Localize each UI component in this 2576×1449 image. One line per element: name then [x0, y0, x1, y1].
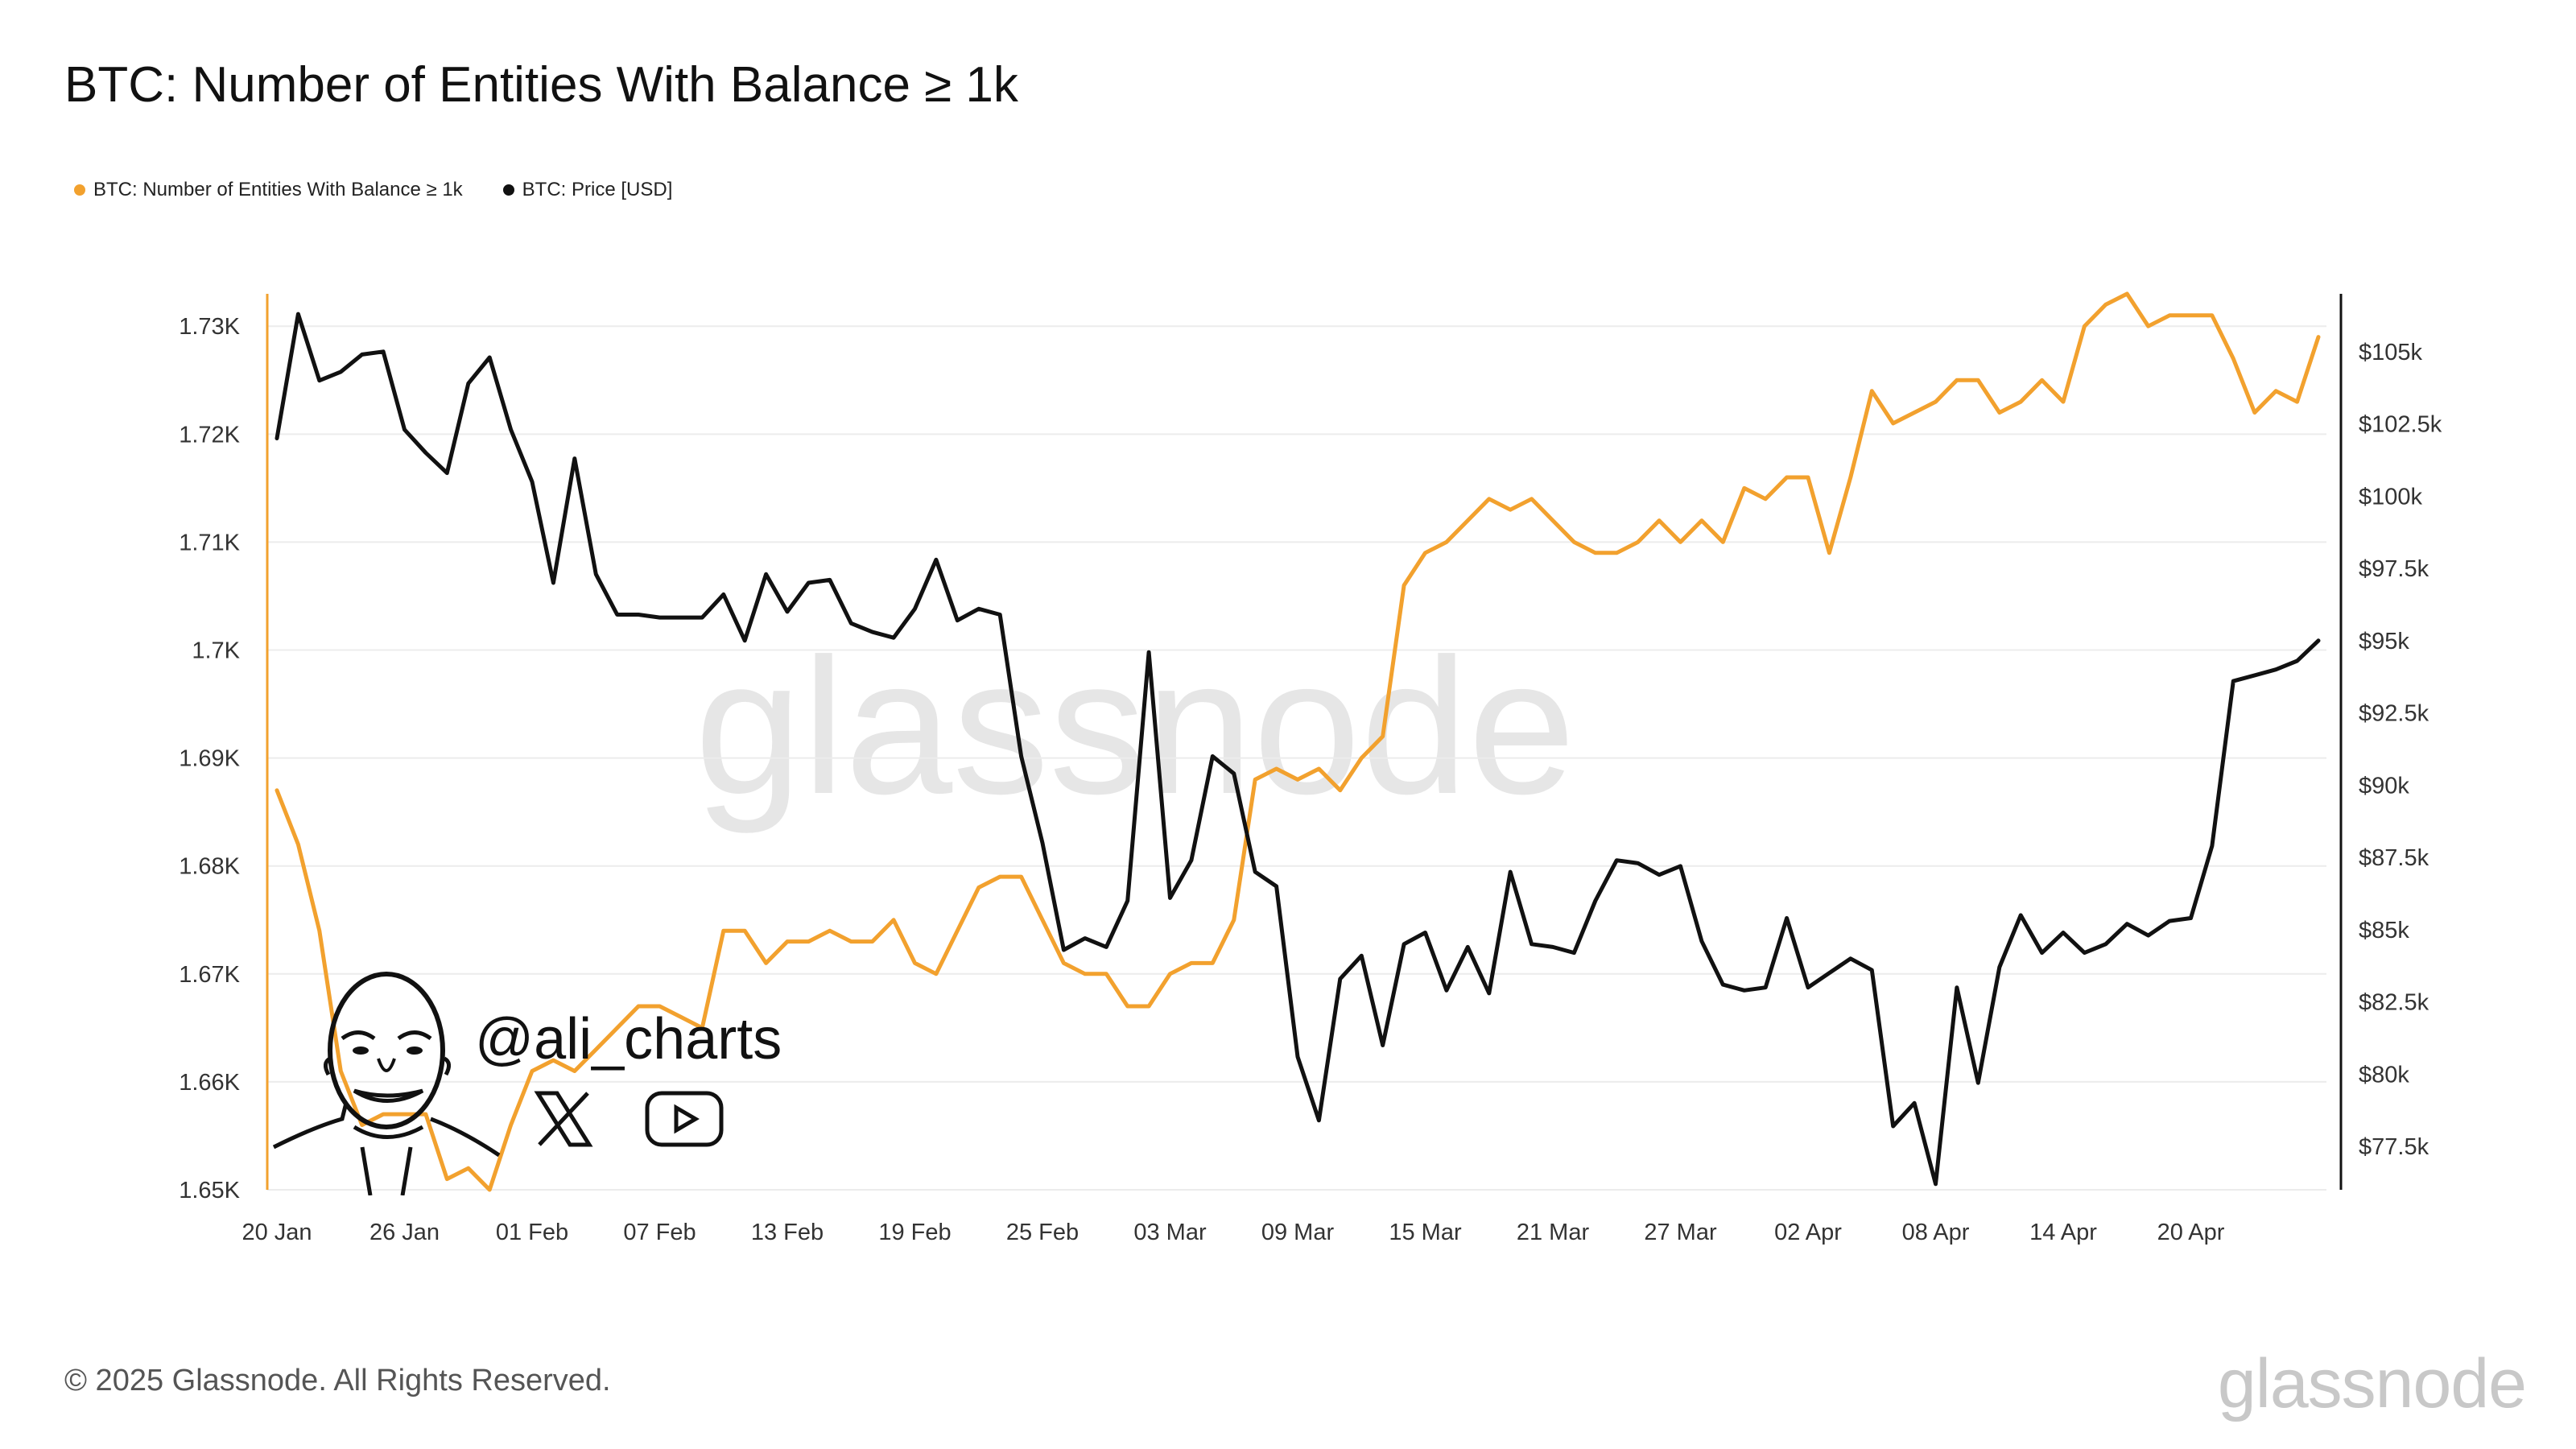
legend-dot-black — [502, 184, 514, 196]
right-axis-tick-label: $85k — [2359, 918, 2409, 943]
author-handle: @ali_charts — [475, 1007, 782, 1071]
chart-legend: BTC: Number of Entities With Balance ≥ 1… — [74, 179, 672, 201]
left-axis-tick-label: 1.72K — [179, 422, 240, 448]
grid-lines — [267, 325, 2326, 1191]
x-axis-tick-label: 01 Feb — [496, 1220, 568, 1245]
right-axis-tick-label: $92.5k — [2359, 701, 2429, 727]
left-axis-tick-label: 1.67K — [179, 962, 240, 988]
legend-dot-orange — [74, 184, 85, 196]
right-axis-tick-label: $87.5k — [2359, 845, 2429, 871]
legend-item-entities[interactable]: BTC: Number of Entities With Balance ≥ 1… — [74, 179, 463, 201]
left-axis-tick-label: 1.66K — [179, 1070, 240, 1096]
right-axis-tick-label: $82.5k — [2359, 990, 2429, 1016]
left-axis-tick-label: 1.7K — [192, 638, 240, 664]
x-axis-tick-label: 19 Feb — [878, 1220, 951, 1245]
social-links — [531, 1087, 724, 1151]
legend-label-entities: BTC: Number of Entities With Balance ≥ 1… — [93, 179, 463, 200]
x-axis-tick-label: 20 Jan — [242, 1220, 312, 1245]
legend-item-price[interactable]: BTC: Price [USD] — [502, 179, 673, 201]
left-axis-tick-label: 1.65K — [179, 1178, 240, 1203]
left-axis-tick-label: 1.73K — [179, 314, 240, 340]
legend-label-price: BTC: Price [USD] — [522, 179, 673, 200]
x-axis-tick-label: 02 Apr — [1774, 1220, 1842, 1245]
x-axis-ticks: 20 Jan 26 Jan 01 Feb 07 Feb 13 Feb 19 Feb 25 F… — [242, 1220, 2224, 1245]
price-series-line — [275, 312, 2321, 1187]
x-axis-tick-label: 27 Mar — [1644, 1220, 1717, 1245]
copyright-footer: © 2025 Glassnode. All Rights Reserved. — [64, 1364, 611, 1397]
right-axis-tick-label: $105k — [2359, 340, 2423, 365]
right-axis-tick-label: $95k — [2359, 629, 2409, 654]
right-axis-tick-label: $90k — [2359, 773, 2409, 799]
x-logo-icon[interactable] — [531, 1087, 596, 1151]
right-axis-tick-label: $102.5k — [2359, 412, 2442, 438]
x-axis-tick-label: 07 Feb — [623, 1220, 696, 1245]
left-axis-tick-label: 1.68K — [179, 854, 240, 880]
x-axis-tick-label: 15 Mar — [1389, 1220, 1462, 1245]
x-axis-tick-label: 20 Apr — [2157, 1220, 2225, 1245]
x-axis-tick-label: 09 Mar — [1261, 1220, 1335, 1245]
x-axis-tick-label: 08 Apr — [1902, 1220, 1970, 1245]
right-axis-tick-label: $77.5k — [2359, 1134, 2429, 1160]
x-axis-tick-label: 14 Apr — [2029, 1220, 2097, 1245]
entities-series-line — [275, 291, 2321, 1192]
right-axis-ticks: $77.5k $80k $82.5k $85k $87.5k $90k $92.5k $95k… — [2359, 340, 2442, 1160]
right-axis-tick-label: $100k — [2359, 484, 2423, 510]
chart-title: BTC: Number of Entities With Balance ≥ 1… — [64, 57, 1018, 113]
glassnode-logo[interactable]: glassnode — [2217, 1345, 2527, 1422]
x-axis-tick-label: 26 Jan — [369, 1220, 440, 1245]
series-lines — [275, 291, 2321, 1192]
x-axis-tick-label: 21 Mar — [1517, 1220, 1590, 1245]
x-axis-tick-label: 03 Mar — [1133, 1220, 1207, 1245]
x-axis-tick-label: 13 Feb — [751, 1220, 824, 1245]
left-axis-ticks: 1.65K 1.66K 1.67K 1.68K 1.69K 1.7K 1.71K 1.72K 1… — [179, 314, 240, 1203]
right-axis-tick-label: $97.5k — [2359, 556, 2429, 582]
caricature-avatar — [272, 972, 501, 1195]
left-axis-tick-label: 1.71K — [179, 530, 240, 555]
right-axis-tick-label: $80k — [2359, 1062, 2409, 1088]
left-axis-tick-label: 1.69K — [179, 746, 240, 772]
youtube-play-icon[interactable] — [644, 1090, 724, 1148]
x-axis-tick-label: 25 Feb — [1006, 1220, 1079, 1245]
